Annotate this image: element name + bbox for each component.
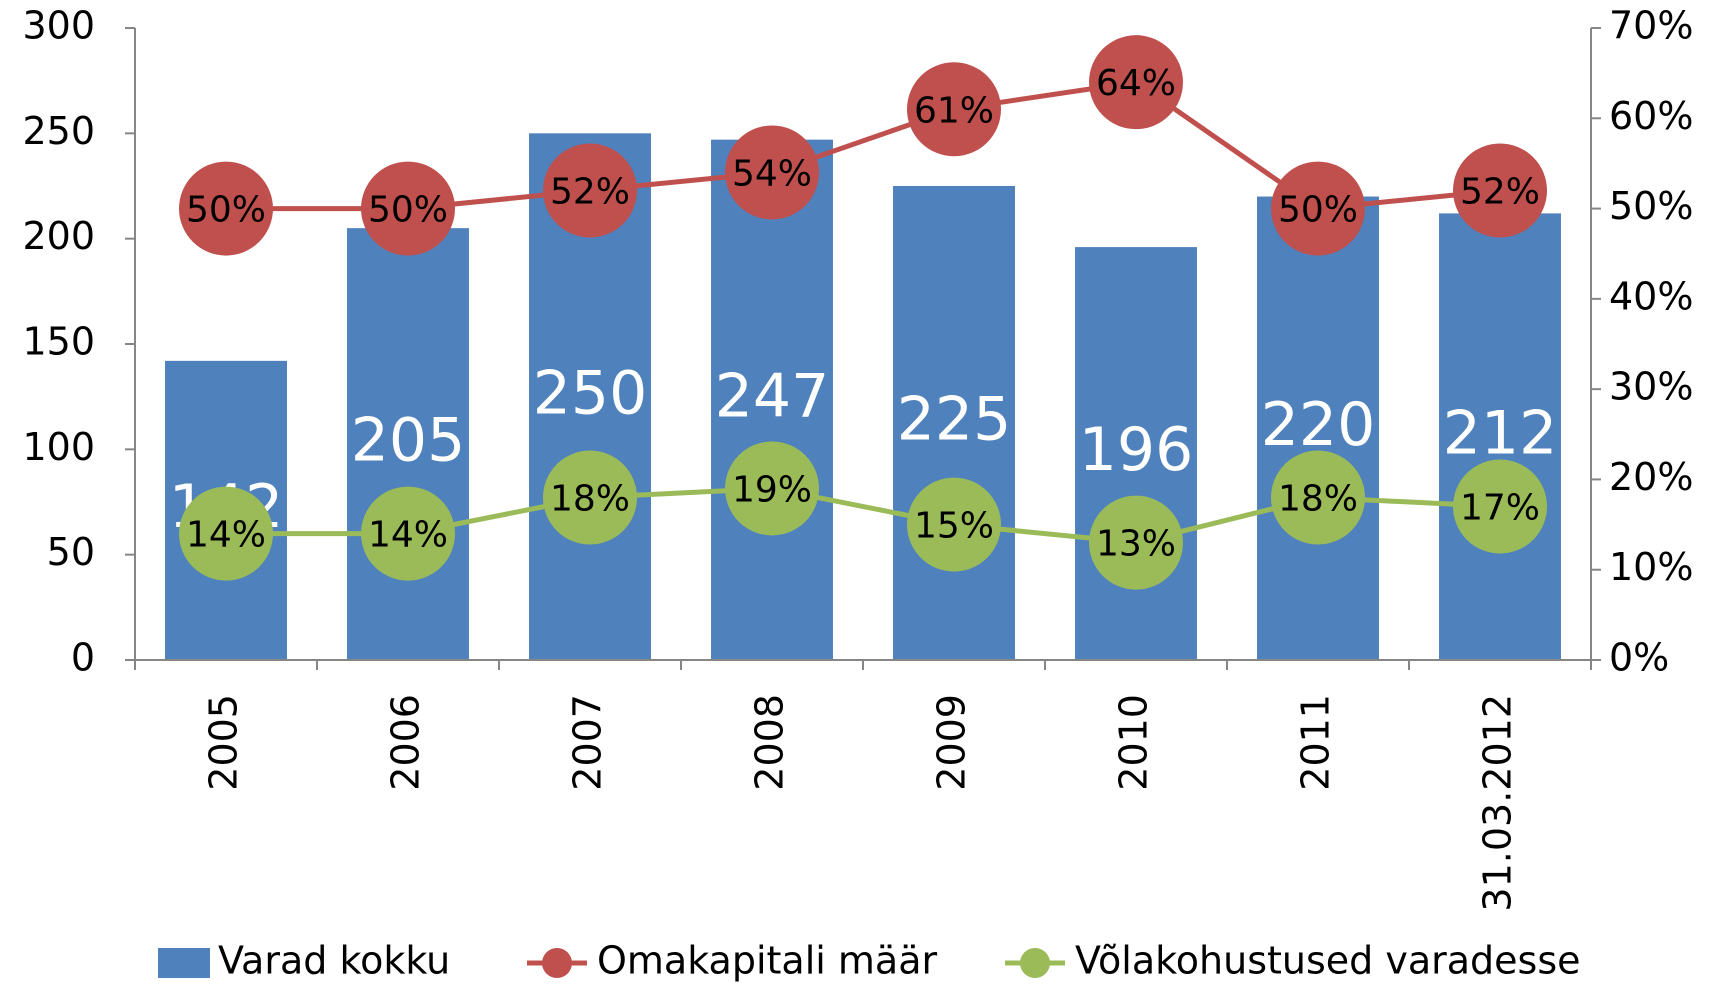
legend-marker (1020, 948, 1050, 978)
bar-label: 250 (533, 358, 648, 428)
y2-tick-label: 50% (1609, 184, 1693, 228)
y2-tick-label: 70% (1609, 4, 1693, 48)
bar-label: 196 (1079, 415, 1194, 485)
x-tick-label: 2005 (202, 694, 246, 791)
data-label: 52% (550, 172, 630, 213)
x-tick-label: 2006 (384, 694, 428, 791)
x-tick-label: 2010 (1112, 694, 1156, 791)
marker (543, 143, 637, 238)
y-tick-label: 150 (22, 320, 95, 364)
x-tick-label: 2007 (566, 694, 610, 791)
bar-label: 225 (897, 385, 1012, 455)
bar (1439, 213, 1561, 661)
bar-label: 205 (351, 406, 466, 476)
marker (179, 161, 273, 256)
y-tick-label: 100 (22, 425, 95, 469)
y-tick-label: 200 (22, 214, 95, 258)
marker (179, 486, 273, 581)
data-label: 13% (1096, 524, 1176, 565)
x-tick-label: 2011 (1294, 694, 1338, 791)
marker (907, 477, 1001, 572)
data-label: 50% (186, 190, 266, 231)
bar (1075, 247, 1197, 661)
marker (1089, 35, 1183, 130)
marker (1453, 459, 1547, 554)
bar-label: 212 (1443, 398, 1558, 468)
y-tick-label: 300 (22, 4, 95, 48)
legend-swatch (158, 948, 210, 978)
legend-label: Võlakohustused varadesse (1075, 939, 1581, 983)
y2-tick-label: 10% (1609, 545, 1693, 589)
data-label: 19% (732, 469, 812, 510)
data-label: 17% (1460, 488, 1540, 529)
marker (361, 161, 455, 256)
x-tick-label: 2008 (748, 694, 792, 791)
data-label: 18% (1278, 478, 1358, 519)
bar-label: 220 (1261, 390, 1376, 460)
data-label: 14% (186, 515, 266, 556)
x-tick-label: 31.03.2012 (1476, 694, 1520, 912)
data-label: 64% (1096, 63, 1176, 104)
y-tick-label: 250 (22, 109, 95, 153)
marker (725, 125, 819, 220)
data-label: 14% (368, 515, 448, 556)
data-label: 50% (368, 190, 448, 231)
bar (711, 139, 833, 661)
legend-label: Varad kokku (218, 939, 450, 983)
data-label: 61% (914, 90, 994, 131)
data-label: 52% (1460, 172, 1540, 213)
y2-tick-label: 20% (1609, 455, 1693, 499)
y2-tick-label: 0% (1609, 636, 1669, 680)
marker (1453, 143, 1547, 238)
data-label: 54% (732, 153, 812, 194)
bar (347, 228, 469, 660)
marker (725, 441, 819, 536)
marker (907, 62, 1001, 157)
y-tick-label: 50 (47, 530, 95, 574)
data-label: 50% (1278, 190, 1358, 231)
bar (1257, 196, 1379, 661)
bar-label: 247 (715, 361, 830, 431)
data-label: 18% (550, 478, 630, 519)
marker (361, 486, 455, 581)
marker (543, 450, 637, 545)
bar (893, 186, 1015, 660)
y2-tick-label: 30% (1609, 365, 1693, 409)
x-tick-label: 2009 (930, 694, 974, 791)
data-label: 15% (914, 506, 994, 547)
marker (1271, 450, 1365, 545)
marker (1089, 495, 1183, 590)
y2-tick-label: 40% (1609, 274, 1693, 318)
legend-label: Omakapitali määr (597, 939, 937, 983)
y-tick-label: 0 (71, 636, 95, 680)
marker (1271, 161, 1365, 256)
y2-tick-label: 60% (1609, 94, 1693, 138)
legend-marker (542, 948, 572, 978)
